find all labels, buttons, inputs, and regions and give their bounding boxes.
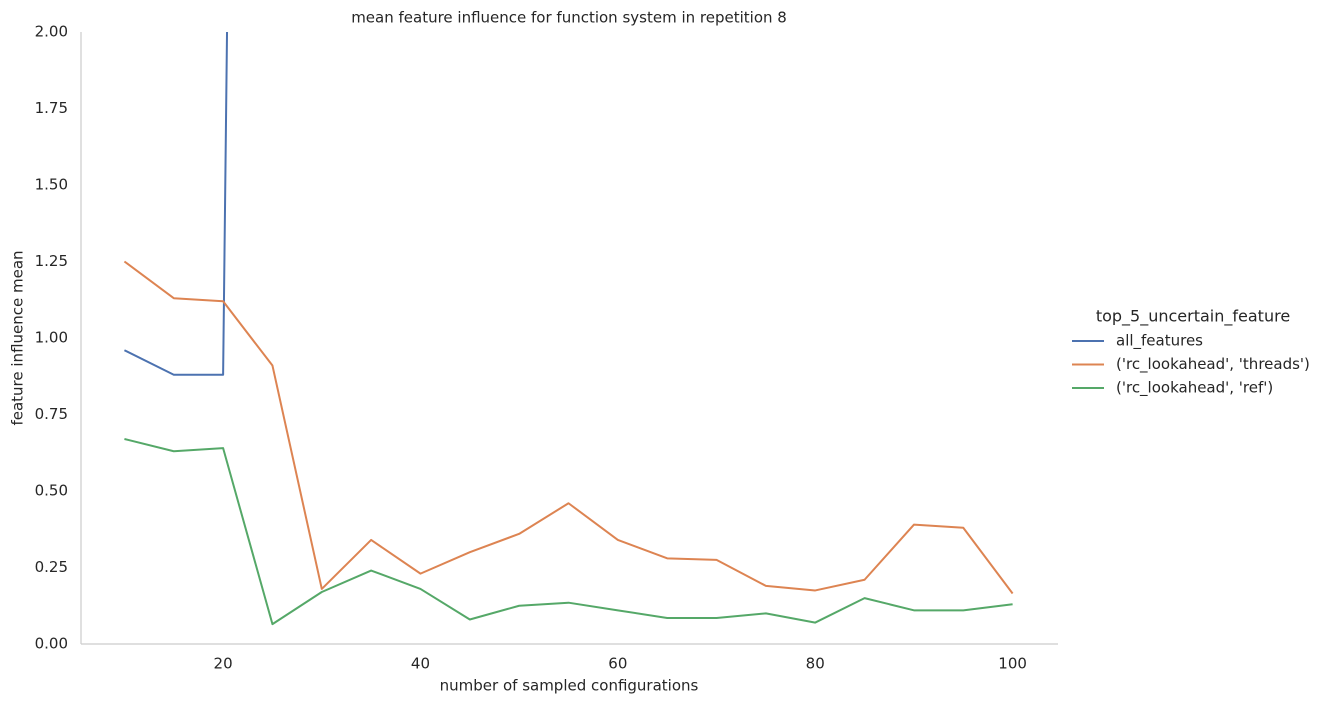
y-tick-label: 1.50 [35, 176, 68, 194]
chart-title: mean feature influence for function syst… [351, 9, 787, 27]
y-tick-label: 2.00 [35, 23, 68, 41]
y-tick-label: 0.00 [35, 635, 68, 653]
x-tick-label: 20 [214, 655, 233, 673]
y-tick-label: 0.50 [35, 482, 68, 500]
legend-label: all_features [1116, 332, 1203, 351]
y-tick-label: 1.25 [35, 252, 68, 270]
y-tick-label: 1.75 [35, 99, 68, 117]
x-tick-label: 80 [806, 655, 825, 673]
y-tick-label: 0.75 [35, 405, 68, 423]
legend-label: ('rc_lookahead', 'threads') [1116, 355, 1310, 374]
x-tick-label: 60 [608, 655, 627, 673]
series-line [123, 32, 229, 376]
x-tick-label: 40 [411, 655, 430, 673]
y-tick-label: 1.00 [35, 329, 68, 347]
x-axis-label: number of sampled configurations [440, 677, 699, 695]
series-line [123, 260, 1014, 595]
legend-title: top_5_uncertain_feature [1096, 307, 1290, 327]
legend-label: ('rc_lookahead', 'ref') [1116, 379, 1273, 398]
y-axis-label: feature influence mean [9, 250, 27, 425]
plot-area [123, 32, 1014, 626]
series-line [124, 438, 1013, 626]
x-tick-label: 100 [998, 655, 1027, 673]
y-tick-label: 0.25 [35, 558, 68, 576]
